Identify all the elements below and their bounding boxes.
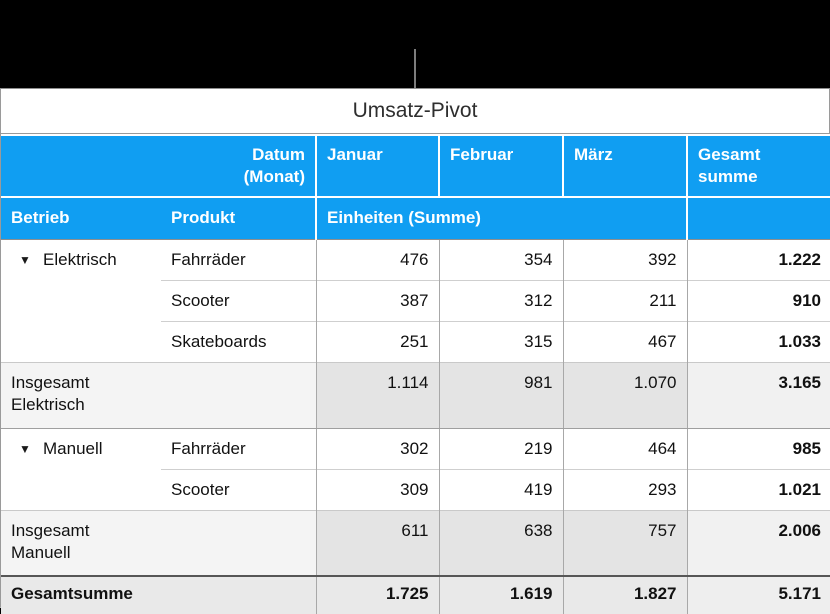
subtotal-value-cell[interactable]: 1.114 bbox=[315, 361, 439, 429]
grand-total-value-cell[interactable]: 1.827 bbox=[562, 575, 687, 614]
column-header-produkt[interactable]: Produkt bbox=[161, 196, 316, 240]
disclosure-triangle-icon[interactable]: ▼ bbox=[19, 252, 31, 267]
subtotal-label-line1: Insgesamt bbox=[11, 372, 90, 392]
gesamt-label-line2: summe bbox=[698, 167, 758, 186]
value-cell[interactable]: 312 bbox=[438, 279, 563, 321]
grand-total-label-cell[interactable]: Gesamtsumme bbox=[1, 575, 316, 614]
column-header-einheiten-summe[interactable]: Einheiten (Summe) bbox=[315, 196, 687, 240]
column-header-datum-monat[interactable]: Datum (Monat) bbox=[1, 134, 316, 197]
subtotal-row-elektrisch: Insgesamt Elektrisch 1.114 981 1.070 3.1… bbox=[1, 361, 830, 429]
subtotal-value-cell[interactable]: 611 bbox=[315, 509, 439, 577]
subtotal-total-cell[interactable]: 3.165 bbox=[686, 361, 830, 429]
gesamt-label-line1: Gesamt bbox=[698, 145, 761, 164]
value-cell[interactable]: 392 bbox=[562, 239, 687, 280]
row-total-cell[interactable]: 1.021 bbox=[686, 468, 830, 510]
group-label: Elektrisch bbox=[43, 249, 117, 269]
table-row: ▼ Elektrisch Fahrräder 476 354 392 1.222 bbox=[1, 239, 830, 362]
subtotal-label-cell[interactable]: Insgesamt Elektrisch bbox=[1, 361, 316, 429]
row-total-cell[interactable]: 985 bbox=[686, 428, 830, 469]
value-cell[interactable]: 251 bbox=[315, 320, 439, 362]
grand-total-value-cell[interactable]: 1.619 bbox=[438, 575, 563, 614]
subtotal-value-cell[interactable]: 1.070 bbox=[562, 361, 687, 429]
product-cell[interactable]: Fahrräder bbox=[161, 428, 316, 469]
subtotal-value-cell[interactable]: 981 bbox=[438, 361, 563, 429]
column-header-empty[interactable] bbox=[686, 196, 830, 240]
value-cell[interactable]: 464 bbox=[562, 428, 687, 469]
value-cell[interactable]: 419 bbox=[438, 468, 563, 510]
grand-total-row: Gesamtsumme 1.725 1.619 1.827 5.171 bbox=[1, 575, 830, 614]
row-total-cell[interactable]: 1.222 bbox=[686, 239, 830, 280]
subtotal-total-cell[interactable]: 2.006 bbox=[686, 509, 830, 577]
product-cell[interactable]: Scooter bbox=[161, 279, 316, 321]
table-row: Skateboards 251 315 467 1.033 bbox=[1, 320, 830, 362]
subtotal-row-manuell: Insgesamt Manuell 611 638 757 2.006 bbox=[1, 509, 830, 577]
table-title[interactable]: Umsatz-Pivot bbox=[1, 89, 829, 134]
subtotal-label-line2: Manuell bbox=[11, 542, 71, 562]
subtotal-label-line2: Elektrisch bbox=[11, 394, 85, 414]
value-cell[interactable]: 467 bbox=[562, 320, 687, 362]
value-cell[interactable]: 293 bbox=[562, 468, 687, 510]
row-total-cell[interactable]: 1.033 bbox=[686, 320, 830, 362]
group-cell-elektrisch[interactable]: ▼ Elektrisch bbox=[1, 239, 161, 362]
table-row: ▼ Manuell Fahrräder 302 219 464 985 bbox=[1, 428, 830, 510]
column-header-gesamtsumme[interactable]: Gesamt summe bbox=[686, 134, 830, 197]
subtotal-value-cell[interactable]: 757 bbox=[562, 509, 687, 577]
datum-label-line2: (Monat) bbox=[243, 167, 305, 186]
grand-total-sum-cell[interactable]: 5.171 bbox=[686, 575, 830, 614]
value-cell[interactable]: 309 bbox=[315, 468, 439, 510]
value-cell[interactable]: 354 bbox=[438, 239, 563, 280]
pivot-table-panel: Umsatz-Pivot Datum (Monat) Januar Februa… bbox=[0, 88, 830, 614]
column-header-betrieb[interactable]: Betrieb bbox=[1, 196, 161, 240]
disclosure-triangle-icon[interactable]: ▼ bbox=[19, 441, 31, 456]
subtotal-label-cell[interactable]: Insgesamt Manuell bbox=[1, 509, 316, 577]
datum-label-line1: Datum bbox=[252, 145, 305, 164]
value-cell[interactable]: 315 bbox=[438, 320, 563, 362]
column-header-februar[interactable]: Februar bbox=[438, 134, 563, 197]
value-cell[interactable]: 219 bbox=[438, 428, 563, 469]
value-cell[interactable]: 302 bbox=[315, 428, 439, 469]
grand-total-value-cell[interactable]: 1.725 bbox=[315, 575, 439, 614]
table-row: Scooter 309 419 293 1.021 bbox=[1, 468, 830, 510]
table-row: Scooter 387 312 211 910 bbox=[1, 279, 830, 321]
pivot-table: Datum (Monat) Januar Februar März Gesamt… bbox=[1, 134, 830, 614]
subtotal-value-cell[interactable]: 638 bbox=[438, 509, 563, 577]
product-cell[interactable]: Scooter bbox=[161, 468, 316, 510]
value-cell[interactable]: 211 bbox=[562, 279, 687, 321]
product-cell[interactable]: Fahrräder bbox=[161, 239, 316, 280]
row-total-cell[interactable]: 910 bbox=[686, 279, 830, 321]
group-label: Manuell bbox=[43, 438, 103, 458]
column-header-januar[interactable]: Januar bbox=[315, 134, 439, 197]
column-header-maerz[interactable]: März bbox=[562, 134, 687, 197]
value-cell[interactable]: 476 bbox=[315, 239, 439, 280]
header-row-months: Datum (Monat) Januar Februar März Gesamt… bbox=[1, 134, 830, 197]
header-row-fields: Betrieb Produkt Einheiten (Summe) bbox=[1, 196, 830, 240]
group-cell-manuell[interactable]: ▼ Manuell bbox=[1, 428, 161, 510]
product-cell[interactable]: Skateboards bbox=[161, 320, 316, 362]
callout-line bbox=[414, 49, 416, 88]
subtotal-label-line1: Insgesamt bbox=[11, 520, 90, 540]
value-cell[interactable]: 387 bbox=[315, 279, 439, 321]
